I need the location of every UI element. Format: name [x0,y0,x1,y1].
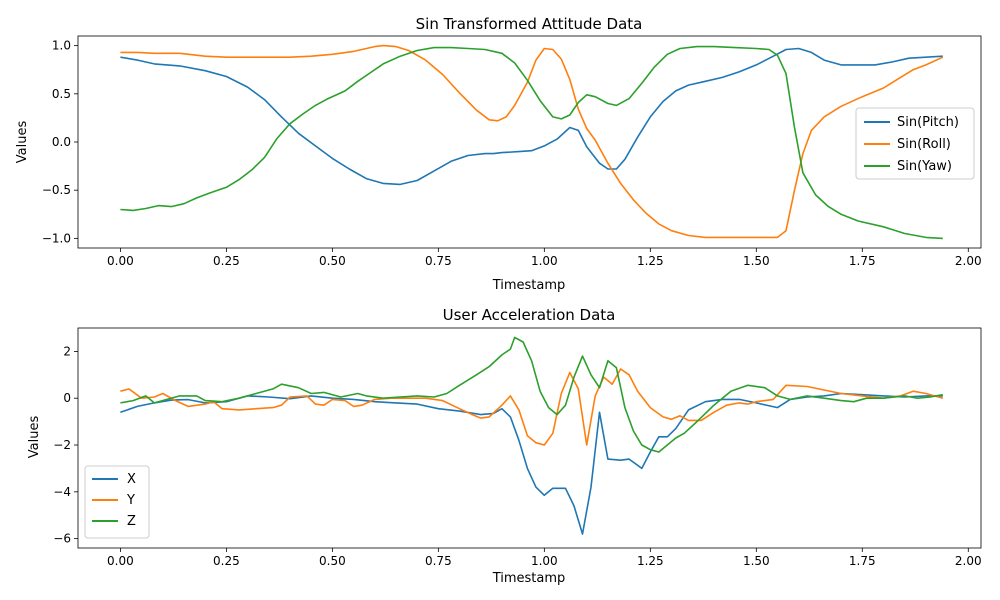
acceleration-series-layer [120,336,944,535]
acceleration-x-tick-label: 2.00 [955,554,982,568]
attitude-axes: 0.00 0.25 0.50 0.75 1.00 1.25 1.50 1.75 2.00 −1.0… [42,39,982,268]
attitude-legend-box [855,107,975,180]
acceleration-series-line-y [120,368,944,446]
attitude-y-axis-label: Values [15,121,30,164]
attitude-legend: Sin(Pitch) Sin(Roll) Sin(Yaw) [855,107,975,180]
attitude-x-tick-label: 0.75 [425,254,452,268]
acceleration-x-tick-label: 0.00 [107,554,134,568]
acceleration-x-tick-label: 0.75 [425,554,452,568]
acceleration-chart-title: User Acceleration Data [443,306,616,324]
attitude-x-tick-label: 1.75 [849,254,876,268]
attitude-y-tick-label: 0.5 [52,87,71,101]
attitude-series-line-sin-yaw [120,45,943,240]
acceleration-y-tick-label: −4 [53,485,71,499]
attitude-series-line-sin-pitch [120,47,943,186]
attitude-x-tick-label: 1.00 [531,254,558,268]
attitude-x-tick-label: 0.00 [107,254,134,268]
acceleration-legend-box [84,465,150,539]
attitude-y-tick-label: 0.0 [52,135,71,149]
attitude-chart-title: Sin Transformed Attitude Data [416,15,643,33]
attitude-x-tick-label: 1.50 [743,254,770,268]
attitude-series-layer [120,44,944,240]
acceleration-axes: 0.00 0.25 0.50 0.75 1.00 1.25 1.50 1.75 2.00 −6 −4… [53,344,981,568]
legend-label-sin-yaw: Sin(Yaw) [897,159,952,174]
legend-label-sin-roll: Sin(Roll) [897,137,951,152]
acceleration-y-axis-label: Values [27,416,42,459]
acceleration-x-tick-label: 1.75 [849,554,876,568]
legend-label-z: Z [127,514,136,529]
attitude-x-tick-label: 1.25 [637,254,664,268]
attitude-y-tick-label: −0.5 [42,183,71,197]
attitude-x-tick-label: 0.25 [213,254,240,268]
attitude-x-tick-label: 2.00 [955,254,982,268]
attitude-series-line-sin-roll [120,44,944,239]
attitude-y-tick-label: −1.0 [42,231,71,245]
acceleration-x-tick-label: 1.00 [531,554,558,568]
attitude-x-tick-label: 0.50 [319,254,346,268]
acceleration-chart: User Acceleration Data 0.00 0.25 0.50 0.75 1… [27,306,982,586]
acceleration-x-tick-label: 0.50 [319,554,346,568]
legend-label-sin-pitch: Sin(Pitch) [897,115,959,130]
legend-label-y: Y [126,493,135,508]
attitude-x-axis-label: Timestamp [492,278,566,293]
acceleration-x-tick-label: 1.25 [637,554,664,568]
attitude-chart: Sin Transformed Attitude Data 0.00 0.25 0.… [15,15,982,293]
acceleration-y-tick-label: 2 [63,344,71,358]
acceleration-x-tick-label: 0.25 [213,554,240,568]
acceleration-x-axis-label: Timestamp [492,571,566,586]
acceleration-series-line-x [120,392,943,535]
acceleration-series-line-z [120,336,943,453]
acceleration-plot-frame [77,327,982,549]
acceleration-y-tick-label: −6 [53,532,71,546]
acceleration-legend: X Y Z [84,465,150,539]
acceleration-y-tick-label: 0 [63,391,71,405]
acceleration-x-tick-label: 1.50 [743,554,770,568]
legend-label-x: X [127,472,136,487]
acceleration-y-tick-label: −2 [53,438,71,452]
attitude-y-tick-label: 1.0 [52,39,71,53]
